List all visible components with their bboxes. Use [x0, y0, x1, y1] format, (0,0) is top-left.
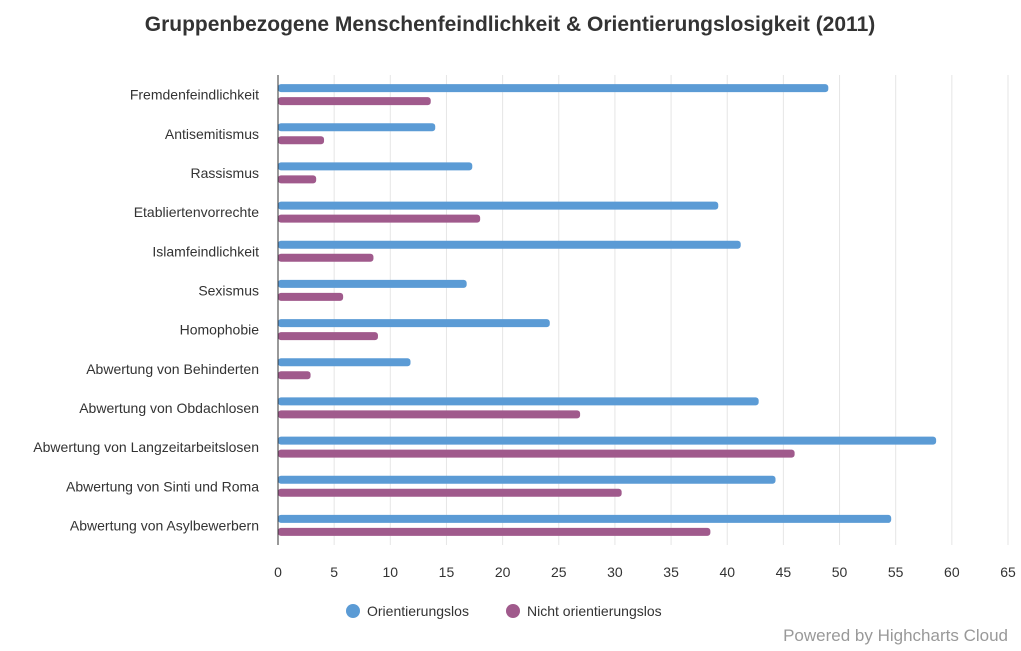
category-labels: Fremdenfeindlichkeit Antisemitismus Rassis…	[33, 87, 259, 534]
bar-orientierungslos[interactable]	[278, 358, 411, 367]
bar-nicht-orientierungslos[interactable]	[278, 488, 622, 497]
x-tick-label: 25	[551, 564, 567, 580]
bar-orientierungslos[interactable]	[278, 279, 467, 288]
x-tick-label: 0	[274, 564, 282, 580]
legend-label: Nicht orientierungslos	[527, 603, 662, 619]
x-tick-label: 50	[832, 564, 848, 580]
bar-orientierungslos[interactable]	[278, 319, 550, 328]
x-tick-label: 65	[1000, 564, 1016, 580]
bar-orientierungslos[interactable]	[278, 397, 759, 406]
bar-nicht-orientierungslos[interactable]	[278, 136, 325, 145]
category-label: Sexismus	[198, 282, 259, 298]
bar-nicht-orientierungslos[interactable]	[278, 97, 431, 106]
category-label: Abwertung von Obdachlosen	[79, 400, 259, 416]
category-label: Abwertung von Asylbewerbern	[70, 517, 259, 533]
category-label: Homophobie	[180, 322, 260, 338]
bar-nicht-orientierungslos[interactable]	[278, 175, 317, 184]
x-tick-label: 35	[663, 564, 679, 580]
legend-label: Orientierungslos	[367, 603, 469, 619]
bar-nicht-orientierungslos[interactable]	[278, 253, 374, 262]
legend-item[interactable]: Orientierungslos	[346, 603, 469, 619]
x-tick-label: 60	[944, 564, 960, 580]
category-label: Islamfeindlichkeit	[152, 243, 259, 259]
category-label: Abwertung von Behinderten	[86, 361, 259, 377]
x-tick-label: 55	[888, 564, 904, 580]
bar-nicht-orientierungslos[interactable]	[278, 527, 711, 536]
bar-orientierungslos[interactable]	[278, 123, 436, 132]
bar-orientierungslos[interactable]	[278, 201, 719, 210]
x-tick-label: 15	[439, 564, 455, 580]
category-label: Abwertung von Sinti und Roma	[66, 478, 259, 494]
x-tick-label: 40	[719, 564, 735, 580]
bar-orientierungslos[interactable]	[278, 162, 473, 171]
credits-link[interactable]: Powered by Highcharts Cloud	[783, 626, 1008, 645]
bar-nicht-orientierungslos[interactable]	[278, 214, 481, 223]
category-label: Etabliertenvorrechte	[134, 204, 260, 220]
chart-title: Gruppenbezogene Menschenfeindlichkeit & …	[145, 13, 876, 36]
grid-lines	[333, 75, 1009, 545]
legend-symbol	[346, 604, 360, 618]
bar-orientierungslos[interactable]	[278, 436, 937, 445]
x-tick-label: 45	[776, 564, 792, 580]
bar-orientierungslos[interactable]	[278, 514, 892, 523]
bar-orientierungslos[interactable]	[278, 84, 829, 93]
bar-nicht-orientierungslos[interactable]	[278, 332, 378, 341]
bar-nicht-orientierungslos[interactable]	[278, 371, 311, 380]
category-label: Fremdenfeindlichkeit	[130, 87, 259, 103]
x-tick-label: 20	[495, 564, 511, 580]
legend-symbol	[506, 604, 520, 618]
legend-item[interactable]: Nicht orientierungslos	[506, 603, 662, 619]
x-tick-label: 30	[607, 564, 623, 580]
x-tick-label: 5	[330, 564, 338, 580]
bar-orientierungslos[interactable]	[278, 240, 741, 249]
bar-orientierungslos[interactable]	[278, 475, 776, 484]
bar-nicht-orientierungslos[interactable]	[278, 292, 344, 301]
category-label: Rassismus	[191, 165, 259, 181]
x-axis-tick-labels: 0 5 10 15 20 25 30 35 40 45 50 55 60 65	[274, 564, 1016, 580]
legend: Orientierungslos Nicht orientierungslos	[346, 603, 662, 619]
bar-nicht-orientierungslos[interactable]	[278, 449, 795, 458]
bars	[278, 84, 937, 536]
bar-nicht-orientierungslos[interactable]	[278, 410, 581, 419]
category-label: Abwertung von Langzeitarbeitslosen	[33, 439, 259, 455]
category-label: Antisemitismus	[165, 126, 259, 142]
x-tick-label: 10	[383, 564, 399, 580]
